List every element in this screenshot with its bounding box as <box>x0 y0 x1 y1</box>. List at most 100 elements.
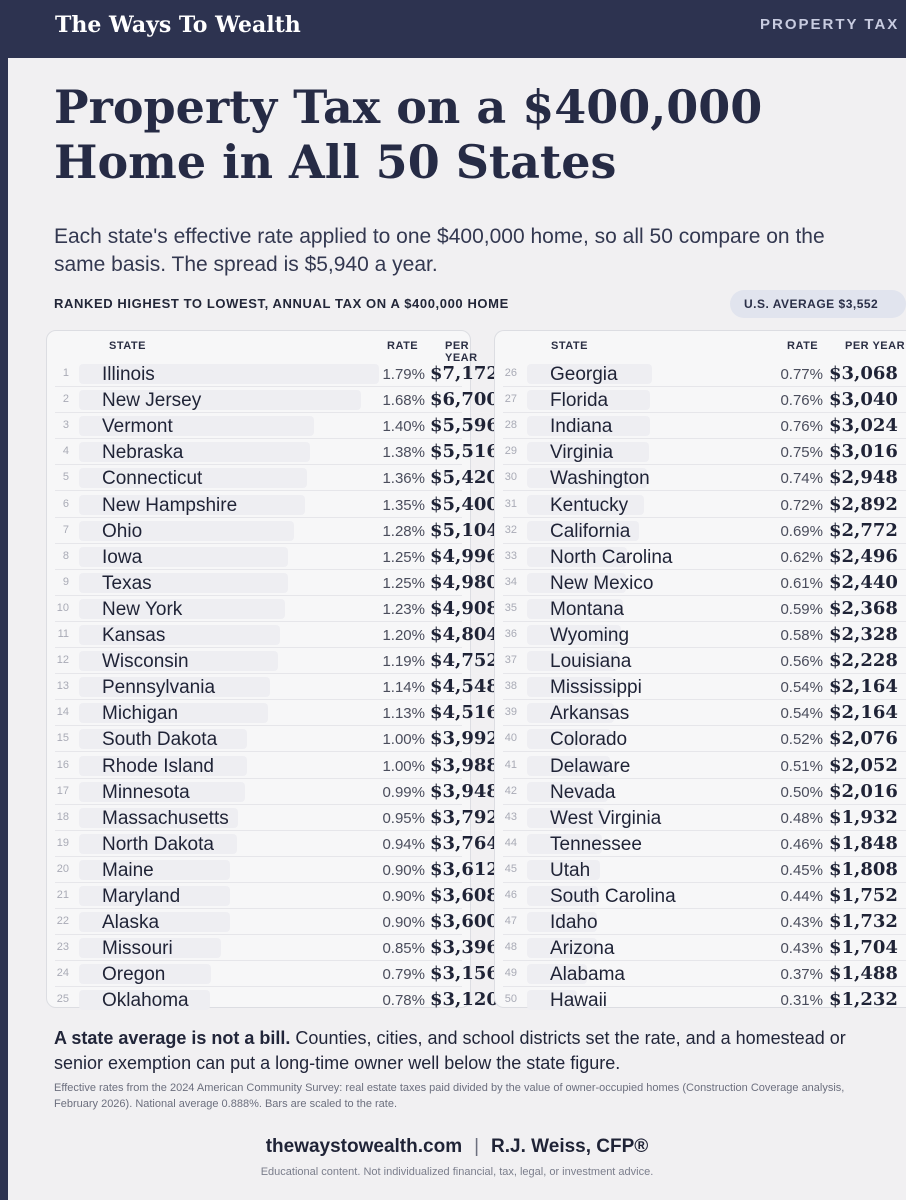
annual-tax: $3,040 <box>829 389 898 411</box>
state-name: Rhode Island <box>102 755 214 777</box>
annual-tax: $2,948 <box>829 467 898 489</box>
state-name: South Carolina <box>550 886 676 907</box>
table-row: 16 Rhode Island 1.00% $3,988 <box>47 753 499 779</box>
annual-tax: $3,016 <box>829 441 898 463</box>
state-name: Hawaii <box>550 990 608 1012</box>
footer-disclaimer: Educational content. Not individualized … <box>260 1166 654 1178</box>
note: A state average is not a bill. Counties,… <box>54 1026 894 1076</box>
row-divider <box>503 438 906 440</box>
rate-bar <box>527 886 598 906</box>
rate-bar <box>527 598 623 619</box>
rate-bar <box>79 364 379 384</box>
state-name: North Dakota <box>102 833 214 855</box>
row-divider <box>503 386 906 388</box>
rate-value: 0.52% <box>780 731 823 749</box>
state-name: Oklahoma <box>102 990 189 1012</box>
rank-number: 2 <box>62 393 69 406</box>
note-bold: A state average is not a bill. <box>54 1028 291 1048</box>
table-row: 36 Wyoming 0.58% $2,328 <box>495 622 906 649</box>
annual-tax: $3,948 <box>430 780 499 802</box>
state-name: Arizona <box>550 938 615 960</box>
state-name: Kansas <box>102 625 166 646</box>
annual-tax: $3,600 <box>430 911 499 933</box>
annual-tax: $4,548 <box>430 676 499 698</box>
table-row: 42 Nevada 0.50% $2,016 <box>495 779 906 805</box>
table-row: 29 Virginia 0.75% $3,016 <box>495 439 906 466</box>
annual-tax: $1,808 <box>829 858 898 880</box>
page-title: Property Tax on a $400,000 Home in All 5… <box>54 80 763 189</box>
rate-value: 0.61% <box>780 574 823 592</box>
subtitle: Each state's effective rate applied to o… <box>54 225 825 276</box>
state-name: Indiana <box>550 416 613 438</box>
rate-value: 1.23% <box>382 600 425 618</box>
row-divider <box>55 594 462 596</box>
rate-value: 0.85% <box>382 940 425 958</box>
row-divider <box>503 464 906 466</box>
rate-bar <box>527 494 644 515</box>
annual-tax: $3,396 <box>430 937 499 959</box>
state-name: Missouri <box>102 938 173 960</box>
header-per-year: PER YEAR <box>445 340 478 364</box>
row-divider <box>55 986 462 988</box>
table-header: STATE RATE PER YEAR <box>495 331 906 361</box>
section-label: PROPERTY TAX <box>760 16 900 33</box>
annual-tax: $3,792 <box>430 806 499 828</box>
rate-value: 0.94% <box>382 835 425 853</box>
row-divider <box>503 960 906 962</box>
table-row: 24 Oregon 0.79% $3,156 <box>47 961 499 988</box>
state-name: Alaska <box>102 912 160 934</box>
state-name: West Virginia <box>550 807 662 829</box>
rate-value: 1.00% <box>382 731 425 749</box>
row-divider <box>55 908 462 910</box>
annual-tax: $2,772 <box>829 519 898 541</box>
state-name: Delaware <box>550 755 631 777</box>
rate-value: 0.43% <box>780 940 823 958</box>
rate-bar <box>527 651 618 672</box>
rank-number: 43 <box>504 810 517 823</box>
rate-bar <box>79 990 210 1011</box>
row-divider <box>55 412 462 414</box>
rate-bar <box>527 729 611 750</box>
rate-bar <box>79 964 211 985</box>
footer-divider: | <box>474 1136 480 1157</box>
rate-value: 1.25% <box>382 548 425 566</box>
rate-bar <box>79 416 314 437</box>
table-row: 9 Texas 1.25% $4,980 <box>47 570 499 596</box>
annual-tax: $2,496 <box>829 545 898 567</box>
rate-bar <box>527 468 647 489</box>
rank-number: 8 <box>62 549 69 562</box>
annual-tax: $1,232 <box>829 989 898 1011</box>
table-row: 8 Iowa 1.25% $4,996 <box>47 544 499 570</box>
rate-bar <box>527 677 614 698</box>
row-divider <box>503 673 906 675</box>
rate-bar <box>79 859 230 880</box>
rate-value: 1.35% <box>382 496 425 514</box>
rate-bar <box>527 416 650 437</box>
rate-bar <box>79 677 270 698</box>
state-name: Wisconsin <box>102 651 189 673</box>
rank-number: 27 <box>504 393 517 406</box>
state-name: Minnesota <box>102 781 190 803</box>
rate-bar <box>79 546 288 567</box>
brand-name: The Ways To Wealth <box>55 12 301 38</box>
rate-value: 1.36% <box>382 470 425 488</box>
rank-number: 15 <box>56 732 69 745</box>
rate-bar <box>527 546 627 567</box>
rate-value: 0.69% <box>780 522 823 540</box>
rate-value: 0.77% <box>780 366 823 383</box>
rank-number: 10 <box>56 601 69 614</box>
row-divider <box>503 829 906 831</box>
state-name: New Jersey <box>102 390 202 412</box>
table-row: 43 West Virginia 0.48% $1,932 <box>495 805 906 831</box>
row-divider <box>55 777 462 779</box>
annual-tax: $4,804 <box>430 624 499 645</box>
table-row: 4 Nebraska 1.38% $5,516 <box>47 439 499 466</box>
rate-bar <box>79 729 247 750</box>
rank-number: 11 <box>57 628 69 640</box>
rate-bar <box>527 703 614 724</box>
rate-value: 1.79% <box>382 366 425 383</box>
row-divider <box>55 673 462 675</box>
rank-number: 47 <box>504 915 517 928</box>
infographic-panel: Property Tax on a $400,000 Home in All 5… <box>8 58 906 1200</box>
table-row: 12 Wisconsin 1.19% $4,752 <box>47 648 499 675</box>
